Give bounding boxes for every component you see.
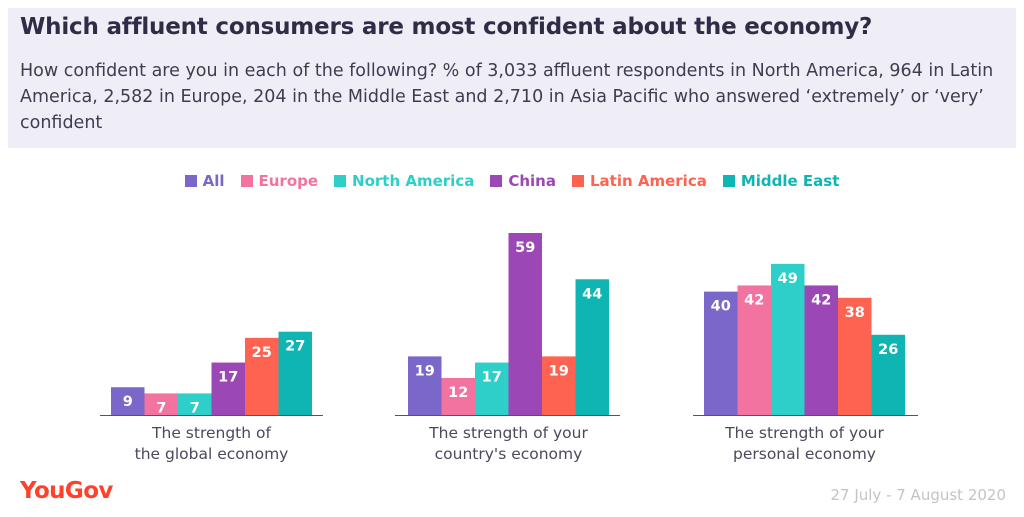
legend-swatch <box>722 175 735 187</box>
bar-middle-east-2 <box>575 279 609 415</box>
legend-item-europe: Europe <box>240 172 319 190</box>
category-label: The strength of <box>151 424 271 442</box>
bar-north-america-3 <box>771 263 805 415</box>
category-label: the global economy <box>135 445 289 463</box>
legend-label: Middle East <box>740 172 840 190</box>
bar-middle-east-3 <box>871 334 905 415</box>
bar-latin-america-1 <box>245 337 279 415</box>
fieldwork-dates: 27 July - 7 August 2020 <box>830 486 1006 504</box>
data-label: 38 <box>845 305 865 321</box>
legend-label: China <box>508 172 556 190</box>
data-label: 12 <box>448 385 468 401</box>
bar-china-1 <box>211 362 245 415</box>
data-label: 17 <box>482 370 502 386</box>
data-label: 17 <box>218 370 238 386</box>
bar-europe-2 <box>441 377 475 415</box>
data-label: 59 <box>515 240 535 256</box>
chart-legend: All Europe North America China Latin America… <box>0 170 1024 192</box>
legend-swatch <box>240 175 253 187</box>
header-band <box>8 8 1016 148</box>
data-label: 9 <box>123 394 133 410</box>
data-label: 19 <box>549 363 569 379</box>
chart-title: Which affluent consumers are most confid… <box>20 14 873 40</box>
legend-swatch <box>184 175 197 187</box>
data-label: 40 <box>711 299 731 315</box>
bar-europe-3 <box>737 285 771 415</box>
legend-item-latin-america: Latin America <box>571 172 707 190</box>
legend-item-china: China <box>490 172 556 190</box>
category-label: country's economy <box>435 445 583 463</box>
bar-latin-america-2 <box>542 356 576 415</box>
bar-middle-east-1 <box>278 331 312 415</box>
data-label: 27 <box>285 339 305 355</box>
legend-label: All <box>202 172 225 190</box>
bar-europe-1 <box>144 393 178 415</box>
legend-item-middle-east: Middle East <box>722 172 840 190</box>
bar-latin-america-3 <box>838 297 872 415</box>
legend-swatch <box>571 175 584 187</box>
legend-swatch <box>490 175 503 187</box>
legend-label: North America <box>352 172 475 190</box>
bar-all-3 <box>704 291 738 415</box>
data-label: 49 <box>778 271 798 287</box>
legend-label: Latin America <box>589 172 707 190</box>
bar-all-1 <box>111 387 145 415</box>
bar-all-2 <box>408 356 442 415</box>
data-label: 7 <box>190 400 200 416</box>
data-label: 42 <box>744 292 764 308</box>
bar-north-america-2 <box>475 362 509 415</box>
data-label: 7 <box>156 400 166 416</box>
data-label: 19 <box>415 363 435 379</box>
data-label: 26 <box>878 342 898 358</box>
legend-label: Europe <box>258 172 319 190</box>
data-label: 42 <box>811 292 831 308</box>
legend-item-all: All <box>184 172 225 190</box>
legend-item-north-america: North America <box>334 172 474 190</box>
yougov-logo: YouGov <box>20 478 113 504</box>
category-label: personal economy <box>733 445 876 463</box>
bar-china-3 <box>804 285 838 415</box>
chart-subtitle: How confident are you in each of the fol… <box>20 61 994 133</box>
bar-china-2 <box>508 233 542 415</box>
data-label: 25 <box>252 345 272 361</box>
data-label: 44 <box>582 286 602 302</box>
category-label: The strength of your <box>724 424 884 442</box>
legend-swatch <box>334 175 347 187</box>
category-label: The strength of your <box>428 424 588 442</box>
bar-north-america-1 <box>178 393 212 415</box>
